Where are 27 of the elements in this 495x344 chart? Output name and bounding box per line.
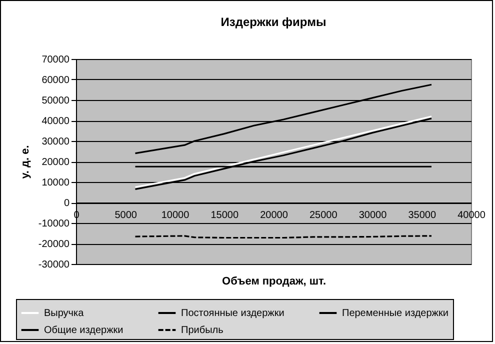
x-tick-label: 20000 — [260, 210, 288, 221]
legend-label: Выручка — [44, 308, 84, 319]
x-tick-label: 10000 — [161, 210, 190, 221]
chart-title: Издержки фирмы — [220, 15, 326, 29]
y-tick-label: -30000 — [38, 260, 70, 270]
y-tick-label: 20000 — [42, 157, 70, 168]
legend-label: Переменные издержки — [342, 308, 448, 319]
y-tick-label: 70000 — [42, 54, 70, 66]
x-axis-title: Объем продаж, шт. — [222, 276, 326, 288]
y-axis-title: у. д. е. — [19, 145, 32, 179]
y-tick-label: 0 — [64, 198, 70, 209]
y-tick-label: 10000 — [42, 178, 70, 188]
y-tick-label: 40000 — [42, 116, 70, 127]
x-tick-label: 15000 — [210, 210, 239, 221]
y-tick-label: 50000 — [42, 96, 70, 106]
y-tick-label: -20000 — [38, 239, 70, 250]
y-tick-label: 60000 — [42, 75, 70, 86]
x-tick-label: 35000 — [408, 210, 436, 221]
legend-label: Постоянные издержки — [181, 308, 284, 319]
y-tick-label: 30000 — [42, 136, 70, 148]
x-tick-label: 5000 — [114, 210, 138, 221]
x-tick-label: 30000 — [358, 210, 388, 221]
x-tick-label: 25000 — [309, 210, 338, 221]
legend-label: Общие издержки — [44, 325, 124, 336]
legend-label: Прибыль — [181, 325, 224, 336]
x-tick-label: 40000 — [458, 210, 486, 221]
y-tick-label: -10000 — [38, 218, 70, 230]
